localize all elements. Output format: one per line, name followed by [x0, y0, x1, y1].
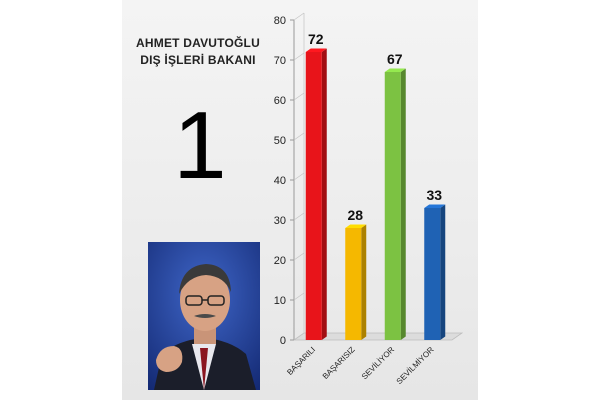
bar-top	[424, 204, 446, 208]
y-tick-label: 30	[274, 215, 286, 227]
y-depth-line	[293, 92, 305, 101]
y-tick-label: 70	[274, 55, 286, 67]
bar-side	[321, 48, 327, 340]
bar-side	[361, 224, 367, 340]
portrait-photo	[148, 242, 260, 390]
x-tick-label: SEVİLMİYOR	[395, 345, 436, 386]
y-depth-line	[293, 12, 305, 21]
data-label: 28	[347, 207, 363, 223]
bar-side	[400, 68, 406, 340]
y-tick-label: 60	[274, 95, 286, 107]
y-depth-line	[293, 132, 305, 141]
bar	[305, 52, 322, 340]
y-tick-label: 10	[274, 295, 286, 307]
y-depth-line	[293, 292, 305, 301]
bar	[424, 208, 441, 340]
bar-top	[345, 224, 367, 228]
bar-top	[305, 48, 327, 52]
bar	[384, 72, 401, 340]
bar-top	[384, 68, 406, 72]
y-tick-label: 0	[280, 335, 286, 347]
x-tick-label: SEVİLİYOR	[360, 345, 396, 381]
y-tick-label: 80	[274, 15, 286, 27]
y-depth-line	[293, 332, 305, 341]
y-tick-label: 40	[274, 175, 286, 187]
y-tick-label: 20	[274, 255, 286, 267]
y-depth-line	[293, 212, 305, 221]
x-tick-label: BAŞARISIZ	[321, 345, 357, 381]
person-role: DIŞ İŞLERİ BAKANI	[140, 53, 256, 67]
y-depth-line	[293, 52, 305, 61]
y-depth-line	[293, 252, 305, 261]
y-tick-label: 50	[274, 135, 286, 147]
data-label: 67	[387, 51, 403, 67]
y-depth-line	[293, 172, 305, 181]
rank-number: 1	[173, 92, 227, 199]
data-label: 33	[426, 187, 442, 203]
bar-side	[440, 204, 446, 340]
x-tick-label: BAŞARILI	[285, 345, 317, 377]
data-label: 72	[308, 31, 324, 47]
bar	[345, 228, 362, 340]
person-name: AHMET DAVUTOĞLU	[136, 36, 260, 50]
